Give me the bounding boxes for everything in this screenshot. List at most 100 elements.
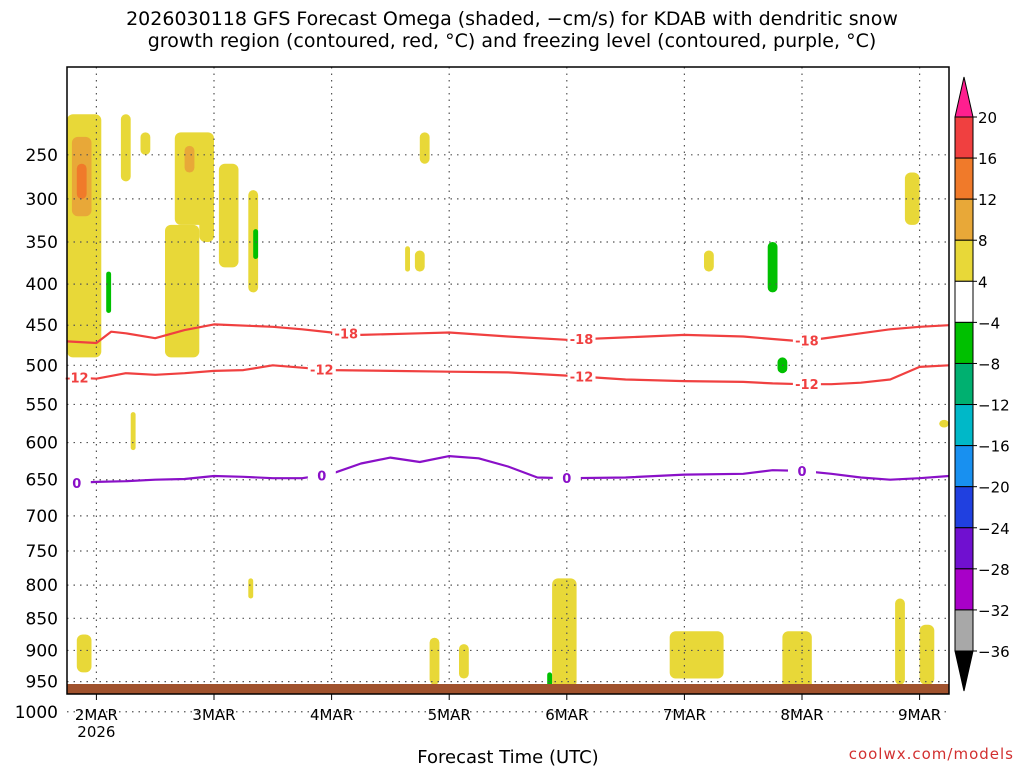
contour-label: 0 xyxy=(317,469,326,484)
colorbar-label: 12 xyxy=(978,191,997,209)
omega-region-12 xyxy=(405,246,410,272)
colorbar-band xyxy=(954,362,974,406)
y-tick-label: 750 xyxy=(26,542,58,562)
omega-region-13 xyxy=(414,250,425,272)
colorbar-label: −16 xyxy=(978,438,1010,456)
contour-label-bg xyxy=(788,463,816,478)
colorbar-label: 8 xyxy=(978,232,988,250)
contour-label-bg xyxy=(567,332,596,347)
ground-bar xyxy=(67,684,949,694)
omega-region-18 xyxy=(459,644,469,679)
credit-text: coolwx.com/models xyxy=(848,745,1014,763)
omega-region-17 xyxy=(429,637,440,685)
contour-label-bg xyxy=(792,333,821,348)
colorbar-band xyxy=(954,321,974,364)
contour-label: 0 xyxy=(562,472,571,487)
omega-region-9 xyxy=(218,163,239,268)
colorbar-band xyxy=(954,445,974,488)
contour-label-bg xyxy=(62,475,91,490)
colorbar-label: 4 xyxy=(978,273,988,291)
omega-region-11 xyxy=(419,132,430,164)
y-tick-label: 550 xyxy=(26,395,58,415)
colorbar-band xyxy=(954,157,974,200)
colorbar-band xyxy=(954,486,974,529)
colorbar-band xyxy=(954,404,974,447)
y-tick-label: 400 xyxy=(26,275,58,295)
y-tick-label: 250 xyxy=(26,146,58,166)
y-tick-label: 700 xyxy=(26,507,58,527)
y-tick-label: 600 xyxy=(26,434,58,454)
omega-region-4 xyxy=(140,132,151,155)
y-tick-label: 1000 xyxy=(15,703,58,723)
omega-region-14 xyxy=(704,250,714,272)
colorbar-band xyxy=(954,527,974,570)
x-tick-label: 6MAR xyxy=(545,706,588,724)
chart-title-line1: 2026030118 GFS Forecast Omega (shaded, −… xyxy=(126,8,898,30)
colorbar-band xyxy=(954,198,974,241)
contour-label: -12 xyxy=(795,378,819,393)
freezing-contour-0 xyxy=(66,455,950,485)
plot-frame xyxy=(66,66,950,695)
omega-region-2 xyxy=(76,163,87,199)
x-tick-label: 9MAR xyxy=(898,706,941,724)
chart-title-line2: growth region (contoured, red, °C) and f… xyxy=(147,30,877,52)
dendritic-contour--18 xyxy=(66,323,950,345)
x-tick-label: 8MAR xyxy=(780,706,823,724)
omega-region-24 xyxy=(939,419,949,428)
x-tick-label: 7MAR xyxy=(663,706,706,724)
y-tick-label: 800 xyxy=(26,576,58,596)
colorbar-label: −28 xyxy=(978,561,1010,579)
omega-region-22 xyxy=(895,598,905,685)
contour-label: -12 xyxy=(310,363,334,378)
y-tick-label: 500 xyxy=(26,356,58,376)
contour-lines: -18 -18 -18 -12 -12 -12 -12 0 0 0 0 xyxy=(62,323,950,492)
colorbar-bottom-arrow xyxy=(954,650,974,692)
contour-label: -12 xyxy=(65,372,89,387)
contour-label-bg xyxy=(332,326,361,341)
colorbar: 20 16 12 8 4 −4 −8 −12 −16 −20 −24 −28 −32 −36 xyxy=(954,76,1010,692)
contour-label-bg xyxy=(567,369,596,384)
chart-title: 2026030118 GFS Forecast Omega (shaded, −… xyxy=(0,8,1024,52)
axes: 250 300 350 400 450 500 550 600 650 700 750 800 850 9… xyxy=(15,146,941,741)
y-tick-label: 950 xyxy=(26,673,58,693)
omega-region-29 xyxy=(767,241,778,293)
omega-region-19 xyxy=(552,578,577,688)
y-tick-label: 350 xyxy=(26,233,58,253)
x-tick-label: 2MAR xyxy=(75,706,118,724)
y-tick-label: 450 xyxy=(26,316,58,336)
omega-region-7 xyxy=(199,172,214,242)
colorbar-label: −24 xyxy=(978,520,1010,538)
contour-label: 0 xyxy=(72,477,81,492)
omega-region-20 xyxy=(669,631,724,679)
colorbar-label: −12 xyxy=(978,397,1010,415)
y-tick-label: 300 xyxy=(26,190,58,210)
contour-label: -18 xyxy=(335,328,359,343)
omega-region-3 xyxy=(120,114,131,182)
omega-region-8 xyxy=(165,224,200,358)
colorbar-label: −8 xyxy=(978,355,1000,373)
year-label: 2026 xyxy=(77,723,115,741)
omega-region-27 xyxy=(106,271,112,313)
contour-label-bg xyxy=(792,377,821,392)
colorbar-top-arrow xyxy=(954,76,974,118)
grid-lines xyxy=(67,67,949,713)
contour-label-bg xyxy=(62,370,91,385)
omega-region-16 xyxy=(76,634,92,673)
omega-region-25 xyxy=(130,412,136,451)
y-tick-label: 650 xyxy=(26,471,58,491)
contour-label: 0 xyxy=(797,465,806,480)
contour-label: -18 xyxy=(570,333,594,348)
omega-region-21 xyxy=(782,631,812,691)
contour-label: -12 xyxy=(570,371,594,386)
colorbar-band xyxy=(954,609,974,652)
omega-region-23 xyxy=(919,624,935,685)
x-axis-label: Forecast Time (UTC) xyxy=(417,747,598,768)
x-tick-label: 5MAR xyxy=(428,706,471,724)
colorbar-label: 16 xyxy=(978,150,997,168)
x-tick-label: 4MAR xyxy=(310,706,353,724)
contour-label: -18 xyxy=(795,335,819,350)
colorbar-label: −32 xyxy=(978,602,1010,620)
dendritic-contour--12 xyxy=(66,364,950,386)
contour-label-bg xyxy=(552,471,581,486)
